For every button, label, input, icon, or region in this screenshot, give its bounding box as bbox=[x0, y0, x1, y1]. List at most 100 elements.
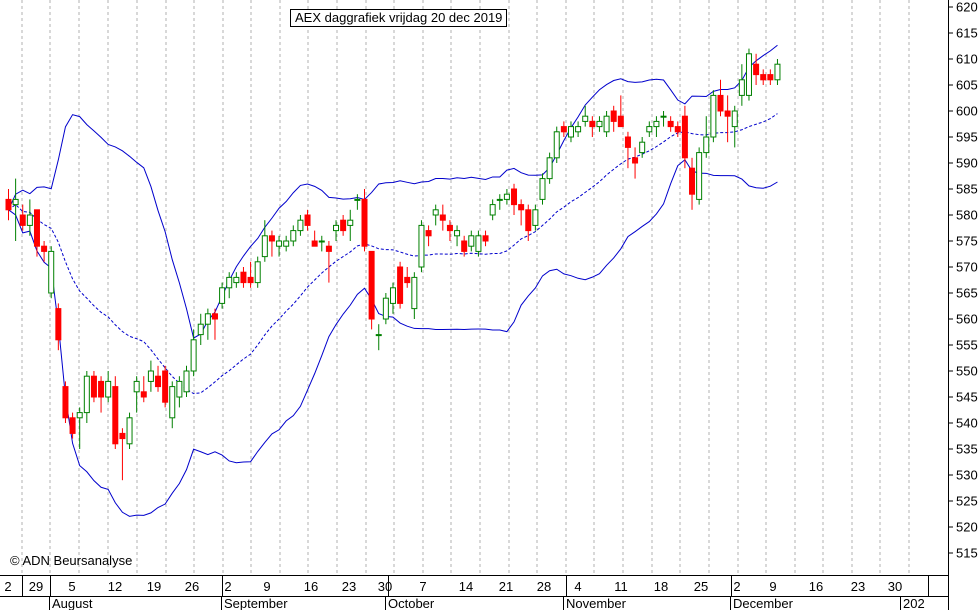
candle-body bbox=[55, 308, 62, 341]
candle-body bbox=[240, 271, 247, 284]
y-tick-label: 580 bbox=[956, 208, 978, 223]
y-tick-label: 530 bbox=[956, 468, 978, 483]
candle-body bbox=[454, 230, 461, 237]
candle-body bbox=[461, 240, 468, 252]
y-axis: 515 520 525 530 535 540 545 550 555 560 565 570 575 5… bbox=[948, 0, 978, 561]
candle-body bbox=[290, 230, 297, 242]
candle-body bbox=[261, 235, 268, 258]
candle-body bbox=[532, 209, 539, 226]
x-tick-label: 14 bbox=[459, 579, 473, 594]
candle-body bbox=[667, 120, 674, 128]
candle-body bbox=[62, 386, 69, 419]
candle-body bbox=[183, 370, 190, 393]
candle-body bbox=[83, 375, 90, 414]
candle-body bbox=[389, 287, 396, 304]
x-tick-label: 16 bbox=[304, 579, 318, 594]
lower-band bbox=[8, 158, 778, 517]
candle-body bbox=[90, 375, 97, 398]
y-tick-label: 575 bbox=[956, 234, 978, 249]
candle-body bbox=[126, 417, 133, 445]
candle-body bbox=[197, 323, 204, 336]
candle-body bbox=[525, 209, 532, 232]
candle-body bbox=[503, 193, 510, 200]
candle-body bbox=[76, 412, 83, 419]
x-tick-label: 23 bbox=[851, 579, 865, 594]
x-tick-label: 28 bbox=[537, 579, 551, 594]
month-label: August bbox=[52, 596, 93, 610]
y-tick-label: 600 bbox=[956, 104, 978, 119]
month-label: November bbox=[566, 596, 627, 610]
candle-body bbox=[404, 276, 411, 284]
candle-body bbox=[660, 115, 667, 118]
candle-body bbox=[375, 334, 382, 337]
month-label: September bbox=[224, 596, 288, 610]
candle-body bbox=[276, 240, 283, 247]
x-tick-label: 19 bbox=[147, 579, 161, 594]
x-axis: 2 29 5 12 19 26 2 9 16 23 30 7 14 21 28 4 11 18 25 2 9 16 23 30… bbox=[4, 575, 929, 610]
candle-body bbox=[26, 214, 33, 226]
candle-body bbox=[233, 276, 240, 284]
candle-body bbox=[325, 245, 332, 252]
candle-body bbox=[19, 214, 26, 226]
candle-body bbox=[247, 276, 254, 284]
y-tick-label: 535 bbox=[956, 442, 978, 457]
y-tick-label: 585 bbox=[956, 182, 978, 197]
plot-frame bbox=[0, 0, 949, 610]
y-tick-label: 525 bbox=[956, 494, 978, 509]
candle-body bbox=[254, 261, 261, 284]
candle-body bbox=[112, 386, 119, 445]
x-tick-label: 26 bbox=[185, 579, 199, 594]
y-tick-label: 545 bbox=[956, 390, 978, 405]
x-tick-label: 29 bbox=[29, 579, 43, 594]
candle-body bbox=[418, 224, 425, 268]
y-tick-label: 515 bbox=[956, 546, 978, 561]
candle-body bbox=[617, 115, 624, 128]
candle-body bbox=[283, 240, 290, 247]
y-tick-label: 540 bbox=[956, 416, 978, 431]
chart-title: AEX daggrafiek vrijdag 20 dec 2019 bbox=[290, 9, 508, 27]
candle-body bbox=[468, 235, 475, 247]
candle-body bbox=[738, 79, 745, 96]
candle-body bbox=[596, 120, 603, 128]
candle-body bbox=[190, 339, 197, 372]
x-tick-label: 16 bbox=[809, 579, 823, 594]
candle-body bbox=[169, 386, 176, 419]
candle-body bbox=[5, 198, 12, 211]
upper-band bbox=[8, 44, 778, 339]
candle-body bbox=[33, 209, 40, 247]
candle-body bbox=[133, 380, 140, 393]
x-tick-label: 2 bbox=[224, 579, 231, 594]
candle-body bbox=[539, 178, 546, 200]
candle-body bbox=[710, 94, 717, 138]
candle-body bbox=[446, 224, 453, 232]
x-tick-label: 30 bbox=[888, 579, 902, 594]
candle-body bbox=[226, 276, 233, 289]
x-tick-label: 11 bbox=[614, 579, 628, 594]
y-tick-label: 555 bbox=[956, 338, 978, 353]
candle-body bbox=[745, 53, 752, 96]
candle-body bbox=[646, 126, 653, 133]
candle-body bbox=[204, 313, 211, 325]
candle-body bbox=[724, 110, 731, 117]
candle-body bbox=[575, 126, 582, 133]
candle-body bbox=[333, 224, 340, 232]
candle-body bbox=[98, 380, 105, 398]
x-tick-label: 21 bbox=[499, 579, 513, 594]
candle-body bbox=[639, 141, 646, 154]
candle-body bbox=[268, 235, 275, 242]
candle-body bbox=[425, 230, 432, 237]
x-tick-label: 25 bbox=[694, 579, 708, 594]
candle-body bbox=[753, 63, 760, 76]
candle-body bbox=[69, 417, 76, 434]
month-label: October bbox=[388, 596, 435, 610]
candle-body bbox=[411, 276, 418, 310]
candle-body bbox=[48, 250, 55, 294]
candle-body bbox=[119, 432, 126, 440]
candle-body bbox=[689, 167, 696, 195]
y-tick-label: 595 bbox=[956, 130, 978, 145]
candle-body bbox=[582, 115, 589, 122]
candle-body bbox=[560, 126, 567, 133]
x-tick-label: 23 bbox=[342, 579, 356, 594]
y-tick-label: 560 bbox=[956, 312, 978, 327]
